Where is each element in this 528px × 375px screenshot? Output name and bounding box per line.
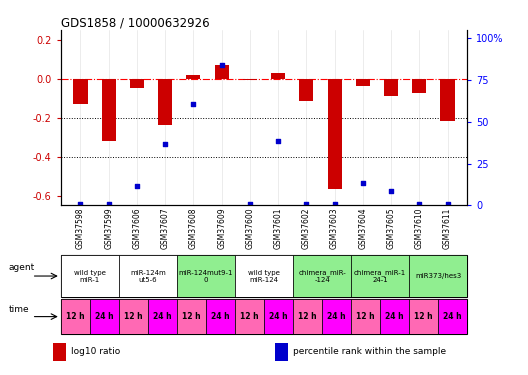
Bar (322, 299, 351, 334)
Bar (351, 255, 409, 297)
Bar (384, 79, 398, 96)
Text: GSM37606: GSM37606 (133, 207, 142, 249)
Bar (235, 299, 264, 334)
Text: miR373/hes3: miR373/hes3 (415, 273, 461, 279)
Point (161, 141, 169, 147)
Text: GSM37599: GSM37599 (104, 207, 113, 249)
Point (415, 201, 423, 207)
Bar (327, 79, 342, 189)
Text: 12 h: 12 h (124, 312, 143, 321)
Text: GSM37611: GSM37611 (443, 207, 452, 249)
Point (331, 201, 339, 207)
Bar (293, 255, 351, 297)
Bar (148, 299, 177, 334)
Text: GSM37609: GSM37609 (217, 207, 226, 249)
Point (105, 201, 113, 207)
Text: log10 ratio: log10 ratio (71, 347, 120, 356)
Bar (438, 299, 467, 334)
Bar (440, 79, 455, 121)
Text: agent: agent (8, 263, 35, 272)
Text: GSM37601: GSM37601 (274, 207, 282, 249)
Bar (243, 79, 257, 80)
Bar (102, 79, 116, 141)
Point (444, 201, 452, 207)
Text: 24 h: 24 h (95, 312, 114, 321)
Bar (356, 79, 370, 86)
Bar (264, 299, 293, 334)
Text: 12 h: 12 h (240, 312, 259, 321)
Text: wild type
miR-124: wild type miR-124 (248, 270, 280, 282)
Bar (186, 75, 201, 79)
Text: GSM37607: GSM37607 (161, 207, 169, 249)
Bar (409, 255, 467, 297)
Bar (177, 299, 206, 334)
Bar (177, 255, 235, 297)
Text: 24 h: 24 h (385, 312, 404, 321)
Text: GSM37600: GSM37600 (246, 207, 254, 249)
Text: GSM37605: GSM37605 (386, 207, 395, 249)
Text: 24 h: 24 h (153, 312, 172, 321)
Bar (61, 299, 90, 334)
Text: 12 h: 12 h (414, 312, 433, 321)
Point (246, 201, 254, 207)
Point (133, 183, 141, 189)
Bar (119, 255, 177, 297)
Text: 12 h: 12 h (298, 312, 317, 321)
Point (76, 201, 84, 207)
Bar (351, 299, 380, 334)
Text: time: time (8, 305, 29, 314)
Text: 24 h: 24 h (444, 312, 462, 321)
Bar (119, 299, 148, 334)
Bar (90, 299, 119, 334)
Text: GSM37604: GSM37604 (359, 207, 367, 249)
Bar (275, 343, 288, 361)
Text: 12 h: 12 h (182, 312, 201, 321)
Point (189, 100, 197, 106)
Text: wild type
miR-1: wild type miR-1 (74, 270, 106, 282)
Text: GSM37598: GSM37598 (76, 207, 85, 249)
Text: miR-124m
ut5-6: miR-124m ut5-6 (130, 270, 166, 282)
Bar (214, 65, 229, 79)
Point (387, 188, 395, 194)
Bar (206, 299, 235, 334)
Bar (271, 73, 285, 79)
Point (359, 180, 367, 186)
Bar (293, 299, 322, 334)
Bar (235, 255, 293, 297)
Bar (409, 299, 438, 334)
Text: 12 h: 12 h (356, 312, 375, 321)
Text: 24 h: 24 h (269, 312, 288, 321)
Text: 12 h: 12 h (66, 312, 84, 321)
Bar (158, 79, 172, 124)
Text: GSM37610: GSM37610 (415, 207, 424, 249)
Bar (412, 79, 426, 93)
Bar (130, 79, 144, 87)
Text: GSM37602: GSM37602 (302, 207, 311, 249)
Bar (380, 299, 409, 334)
Point (274, 138, 282, 144)
Text: GSM37608: GSM37608 (189, 207, 198, 249)
Text: percentile rank within the sample: percentile rank within the sample (293, 347, 446, 356)
Text: chimera_miR-1
24-1: chimera_miR-1 24-1 (354, 269, 406, 283)
Text: GSM37603: GSM37603 (330, 207, 339, 249)
Point (218, 62, 226, 68)
Bar (61, 255, 119, 297)
Bar (53, 343, 66, 361)
Point (302, 201, 310, 207)
Text: chimera_miR-
-124: chimera_miR- -124 (298, 269, 346, 283)
Bar (299, 79, 314, 101)
Text: 24 h: 24 h (211, 312, 230, 321)
Text: 24 h: 24 h (327, 312, 346, 321)
Text: miR-124mut9-1
0: miR-124mut9-1 0 (178, 270, 233, 282)
Text: GDS1858 / 10000632926: GDS1858 / 10000632926 (61, 17, 209, 30)
Bar (73, 79, 88, 104)
